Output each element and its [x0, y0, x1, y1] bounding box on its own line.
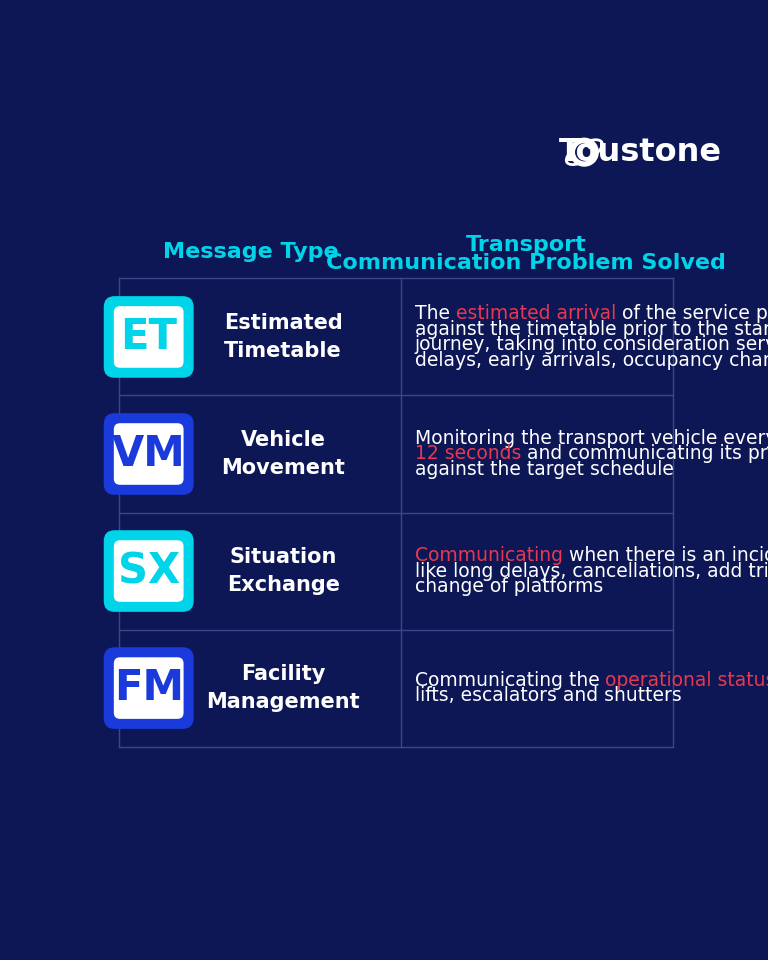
Text: ET: ET: [121, 316, 177, 358]
Text: Communicating the: Communicating the: [415, 671, 605, 689]
Text: like long delays, cancellations, add trips,: like long delays, cancellations, add tri…: [415, 562, 768, 581]
FancyBboxPatch shape: [114, 423, 184, 485]
Text: of the service provided: of the service provided: [616, 303, 768, 323]
Text: delays, early arrivals, occupancy changes: delays, early arrivals, occupancy change…: [415, 351, 768, 371]
Text: Toustone: Toustone: [558, 137, 722, 168]
FancyBboxPatch shape: [104, 530, 194, 612]
Text: Message Type: Message Type: [163, 242, 339, 262]
Text: Communication Problem Solved: Communication Problem Solved: [326, 253, 726, 273]
FancyBboxPatch shape: [104, 413, 194, 494]
Text: Communicating: Communicating: [415, 545, 562, 564]
FancyBboxPatch shape: [114, 658, 184, 719]
Text: change of platforms: change of platforms: [415, 577, 603, 596]
Text: 12 seconds: 12 seconds: [415, 444, 521, 464]
Text: SX: SX: [118, 550, 180, 592]
FancyBboxPatch shape: [114, 540, 184, 602]
Text: The: The: [415, 303, 455, 323]
Text: against the timetable prior to the start of: against the timetable prior to the start…: [415, 320, 768, 339]
Text: Vehicle
Movement: Vehicle Movement: [221, 430, 345, 478]
Text: Situation
Exchange: Situation Exchange: [227, 547, 339, 595]
Circle shape: [571, 138, 598, 166]
FancyBboxPatch shape: [104, 296, 194, 378]
Text: against the target schedule: against the target schedule: [415, 460, 674, 479]
Text: Facility
Management: Facility Management: [207, 664, 360, 712]
Text: and communicating its progress: and communicating its progress: [521, 444, 768, 464]
Text: journey, taking into consideration service: journey, taking into consideration servi…: [415, 335, 768, 354]
Text: when there is an incident: when there is an incident: [562, 545, 768, 564]
Text: operational status: operational status: [605, 671, 768, 689]
Circle shape: [576, 144, 593, 160]
Text: Estimated
Timetable: Estimated Timetable: [223, 313, 343, 361]
FancyBboxPatch shape: [114, 306, 184, 368]
Text: Monitoring the transport vehicle every: Monitoring the transport vehicle every: [415, 429, 768, 447]
Text: Transport: Transport: [465, 234, 587, 254]
FancyBboxPatch shape: [104, 647, 194, 729]
Text: FM: FM: [114, 667, 184, 709]
Text: lifts, escalators and shutters: lifts, escalators and shutters: [415, 686, 681, 706]
Text: VM: VM: [112, 433, 186, 475]
Circle shape: [588, 142, 594, 149]
Text: estimated arrival: estimated arrival: [455, 303, 616, 323]
